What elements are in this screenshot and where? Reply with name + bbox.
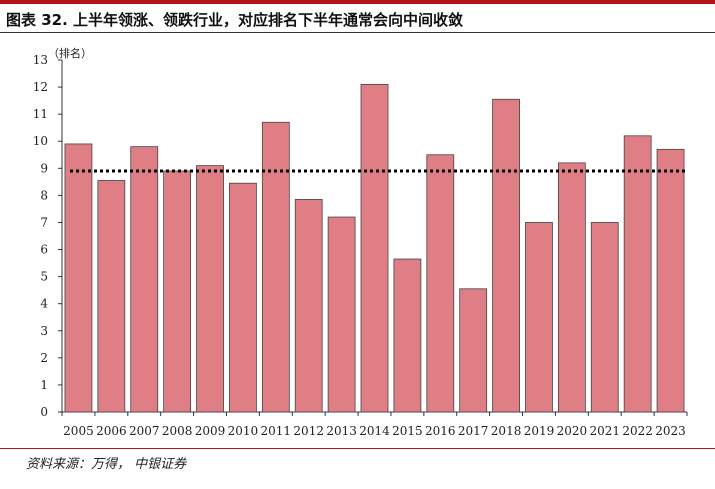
x-tick-label: 2012 [293,424,324,438]
y-tick-label: 5 [40,270,48,284]
source-note: 资料来源：万得， 中银证券 [26,457,187,472]
bar-2016 [426,154,455,413]
y-tick-label: 13 [33,53,48,67]
y-tick-label: 9 [40,161,48,175]
x-tick-label: 2010 [228,424,259,438]
y-tick-label: 1 [40,378,48,392]
x-tick-label: 2017 [458,424,489,438]
y-tick-label: 4 [40,297,48,311]
bar-2005 [64,143,93,413]
y-tick-label: 10 [33,134,48,148]
x-tick-label: 2007 [129,424,160,438]
bar-2010 [229,182,257,413]
x-tick-label: 2009 [195,424,226,438]
x-tick-label: 2022 [622,424,653,438]
bar-2012 [294,199,323,413]
bar-2015 [393,258,422,413]
y-tick-label: 0 [40,405,48,419]
x-tick-label: 2018 [491,424,522,438]
bar-2017 [459,288,488,413]
bar-2007 [130,146,159,413]
bottom-divider [0,448,715,449]
figure-title: 图表 32. 上半年领涨、领跌行业，对应排名下半年通常会向中间收敛 [6,11,464,29]
x-tick-label: 2008 [162,424,193,438]
x-tick-label: 2021 [589,424,620,438]
y-tick-label: 8 [40,188,48,202]
bar-2022 [623,135,652,413]
title-divider [0,32,715,33]
x-tick-label: 2015 [392,424,423,438]
bar-2011 [261,121,290,413]
x-tick-label: 2023 [655,424,686,438]
bar-2020 [557,162,586,413]
x-tick-label: 2006 [96,424,127,438]
top-accent-rule [0,0,715,4]
y-axis-unit-label: （排名） [48,46,92,60]
y-tick-label: 6 [40,243,48,257]
bar-2008 [163,170,192,413]
bar-2013 [327,216,356,413]
x-tick-label: 2020 [557,424,588,438]
x-tick-label: 2016 [425,424,456,438]
y-tick-label: 2 [40,351,48,365]
x-tick-label: 2013 [326,424,357,438]
x-tick-label: 2005 [63,424,94,438]
x-tick-label: 2011 [261,424,292,438]
y-tick-label: 3 [40,324,48,338]
y-tick-label: 12 [33,80,48,94]
bar-2014 [360,83,389,413]
bar-2006 [97,180,126,413]
y-tick-label: 11 [33,107,48,121]
bar-2023 [656,148,685,413]
x-tick-label: 2019 [524,424,555,438]
x-tick-label: 2014 [359,424,390,438]
bar-2009 [196,165,224,413]
bar-2018 [492,98,520,413]
bar-2019 [525,222,553,413]
y-tick-label: 7 [40,215,48,229]
bar-2021 [590,222,619,413]
